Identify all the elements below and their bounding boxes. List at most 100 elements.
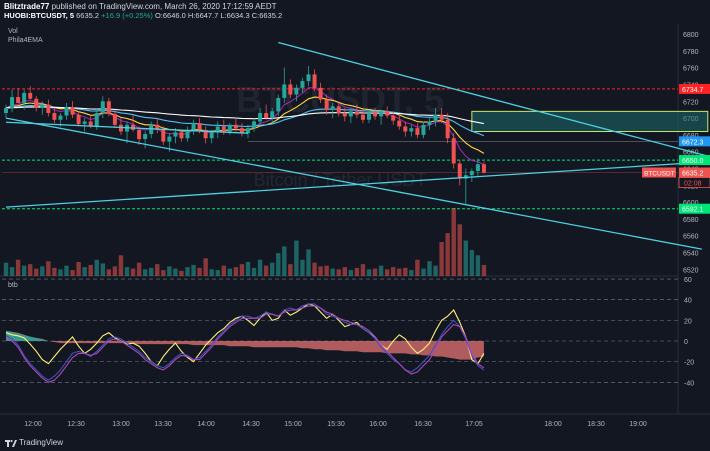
candle (203, 126, 208, 144)
candle (191, 119, 196, 135)
candle (112, 109, 117, 129)
symbol-name[interactable]: HUOBI:BTCUSDT, 5 (4, 11, 75, 20)
candle (143, 131, 148, 149)
candle-body (439, 114, 444, 120)
price-label-text: 6592.1 (682, 207, 704, 214)
candle (276, 94, 281, 117)
candle (463, 168, 468, 204)
candle (28, 86, 33, 100)
candle-body (239, 128, 244, 134)
price-tick-label: 6800 (683, 32, 699, 39)
candle-body (409, 128, 414, 132)
candle-body (221, 126, 226, 132)
candle (354, 104, 359, 119)
candle-body (52, 113, 57, 120)
price-label: 6650.0 (679, 155, 710, 166)
time-tick-label: 15:00 (284, 421, 302, 428)
candle (252, 118, 257, 132)
candle-body (312, 74, 317, 88)
osc-tick-label: -40 (684, 380, 694, 387)
candle (385, 106, 390, 119)
candle (215, 121, 220, 139)
publish-text: published on TradingView.com, March 26, … (51, 2, 277, 11)
candle-body (16, 97, 21, 103)
time-tick-label: 15:30 (327, 421, 345, 428)
tradingview-brand[interactable]: TradingView (19, 438, 64, 447)
candle-body (300, 81, 305, 88)
candle (451, 133, 456, 169)
price-tick-label: 6580 (683, 217, 699, 224)
volume-bar (58, 269, 63, 276)
ema-label[interactable]: Phila4EMA (8, 37, 43, 44)
candle-body (360, 114, 365, 120)
osc-tick-label: 60 (684, 277, 692, 284)
price-tick-label: 6540 (683, 250, 699, 257)
candle (318, 82, 323, 103)
time-tick-label: 13:30 (154, 421, 172, 428)
candle-body (475, 164, 480, 171)
volume-bar (372, 268, 378, 276)
candle (246, 124, 250, 139)
candle-body (10, 97, 15, 108)
candle-body (70, 107, 75, 115)
volume-bar (312, 262, 317, 276)
candle (173, 128, 178, 144)
volume-bar (245, 261, 251, 276)
candle (149, 121, 154, 139)
volume-bar (282, 246, 287, 276)
osc-tick-label: 20 (684, 318, 692, 325)
ohlc-text: O:6646.0 H:6647.7 L:6634.3 C:6635.2 (154, 11, 283, 20)
volume-bar (409, 270, 414, 276)
volume-bar (294, 240, 299, 276)
volume-bar (239, 264, 245, 276)
symbol-tag: BTCUSDT (642, 167, 676, 178)
candle (427, 118, 432, 130)
resistance-zone (471, 110, 709, 133)
candle (306, 66, 311, 87)
price-tick-label: 6780 (683, 49, 699, 56)
candle (131, 114, 136, 132)
volume-bar (136, 262, 142, 276)
candle-body (288, 84, 293, 95)
author-name[interactable]: Blitztrade77 (4, 2, 50, 11)
candle (70, 101, 75, 119)
volume-bar (451, 208, 456, 276)
price-label-text: 6734.7 (682, 87, 704, 94)
price-tick-label: 6720 (683, 99, 699, 106)
volume-bar (445, 233, 450, 276)
volume-bar (421, 268, 426, 276)
volume-bar (167, 266, 172, 276)
candle (179, 129, 184, 142)
volume-bar (209, 269, 214, 276)
price-label-box (679, 155, 710, 166)
osc-tick-label: 0 (684, 339, 688, 346)
candle-body (391, 115, 396, 121)
candle-body (161, 129, 166, 142)
volume-bar (76, 261, 81, 276)
candle-body (118, 124, 123, 132)
oscillator-label[interactable]: btb (8, 282, 18, 289)
candle (46, 99, 51, 117)
candle-body (173, 132, 178, 137)
volume-bar (348, 270, 354, 276)
candle-body (112, 113, 117, 125)
volume-bar (439, 242, 444, 276)
candle (360, 109, 365, 124)
volume-bar (433, 265, 438, 276)
volume-label[interactable]: Vol (8, 28, 18, 35)
candle-body (294, 87, 299, 95)
symbol-tag-box (642, 167, 676, 178)
candle-body (209, 132, 214, 139)
candle-body (306, 74, 311, 82)
candle (469, 168, 474, 182)
candle-body (155, 124, 160, 130)
change-text: +16.9 (+0.25%) (101, 11, 153, 20)
candle (445, 113, 450, 144)
footer: TradingView (0, 436, 710, 451)
volume-bar (324, 265, 329, 276)
volume-bar (34, 268, 39, 276)
candle-body (34, 98, 39, 108)
volume-bar (384, 269, 390, 276)
candle-body (46, 104, 51, 114)
